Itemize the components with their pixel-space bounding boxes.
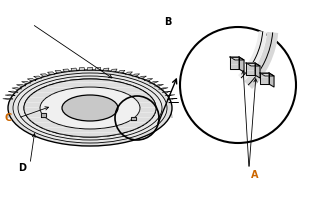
Ellipse shape [58, 96, 122, 120]
Polygon shape [47, 72, 55, 74]
Polygon shape [87, 67, 92, 70]
Polygon shape [118, 70, 125, 73]
Polygon shape [169, 102, 179, 103]
Polygon shape [230, 57, 239, 69]
Polygon shape [16, 84, 26, 86]
Polygon shape [150, 81, 158, 83]
Polygon shape [260, 73, 269, 84]
Ellipse shape [24, 79, 156, 137]
Polygon shape [131, 117, 136, 120]
Polygon shape [71, 68, 77, 71]
Polygon shape [125, 72, 132, 74]
Polygon shape [95, 68, 101, 70]
Circle shape [180, 27, 296, 143]
Polygon shape [27, 79, 36, 81]
Polygon shape [12, 88, 21, 89]
Ellipse shape [40, 87, 140, 129]
Polygon shape [22, 81, 30, 83]
Polygon shape [3, 98, 13, 99]
Ellipse shape [24, 79, 156, 137]
Polygon shape [159, 88, 168, 89]
Text: B: B [164, 17, 172, 27]
Ellipse shape [30, 82, 150, 134]
Polygon shape [8, 91, 18, 92]
Polygon shape [33, 76, 42, 78]
Polygon shape [165, 95, 175, 96]
Polygon shape [41, 113, 46, 117]
Text: D: D [18, 163, 26, 173]
Polygon shape [138, 76, 146, 78]
Polygon shape [246, 63, 255, 75]
Ellipse shape [46, 90, 134, 126]
Polygon shape [255, 63, 260, 78]
Polygon shape [162, 91, 172, 92]
Polygon shape [167, 98, 177, 99]
Ellipse shape [8, 70, 172, 146]
Ellipse shape [40, 87, 140, 129]
Polygon shape [79, 68, 85, 70]
Polygon shape [132, 74, 140, 76]
Ellipse shape [18, 76, 162, 140]
Polygon shape [260, 73, 274, 76]
Polygon shape [111, 69, 117, 72]
Polygon shape [246, 63, 260, 66]
Polygon shape [230, 57, 244, 60]
Polygon shape [103, 68, 109, 71]
Polygon shape [269, 73, 274, 87]
Text: C: C [4, 113, 12, 123]
Polygon shape [144, 79, 153, 81]
Ellipse shape [52, 93, 128, 123]
Polygon shape [239, 57, 244, 72]
Ellipse shape [13, 73, 167, 143]
Polygon shape [63, 69, 69, 72]
Ellipse shape [8, 70, 172, 146]
Polygon shape [40, 74, 48, 76]
Polygon shape [55, 70, 62, 73]
Polygon shape [5, 95, 15, 96]
Ellipse shape [62, 95, 118, 121]
Polygon shape [154, 84, 163, 86]
Ellipse shape [35, 84, 145, 132]
Text: A: A [251, 170, 259, 180]
